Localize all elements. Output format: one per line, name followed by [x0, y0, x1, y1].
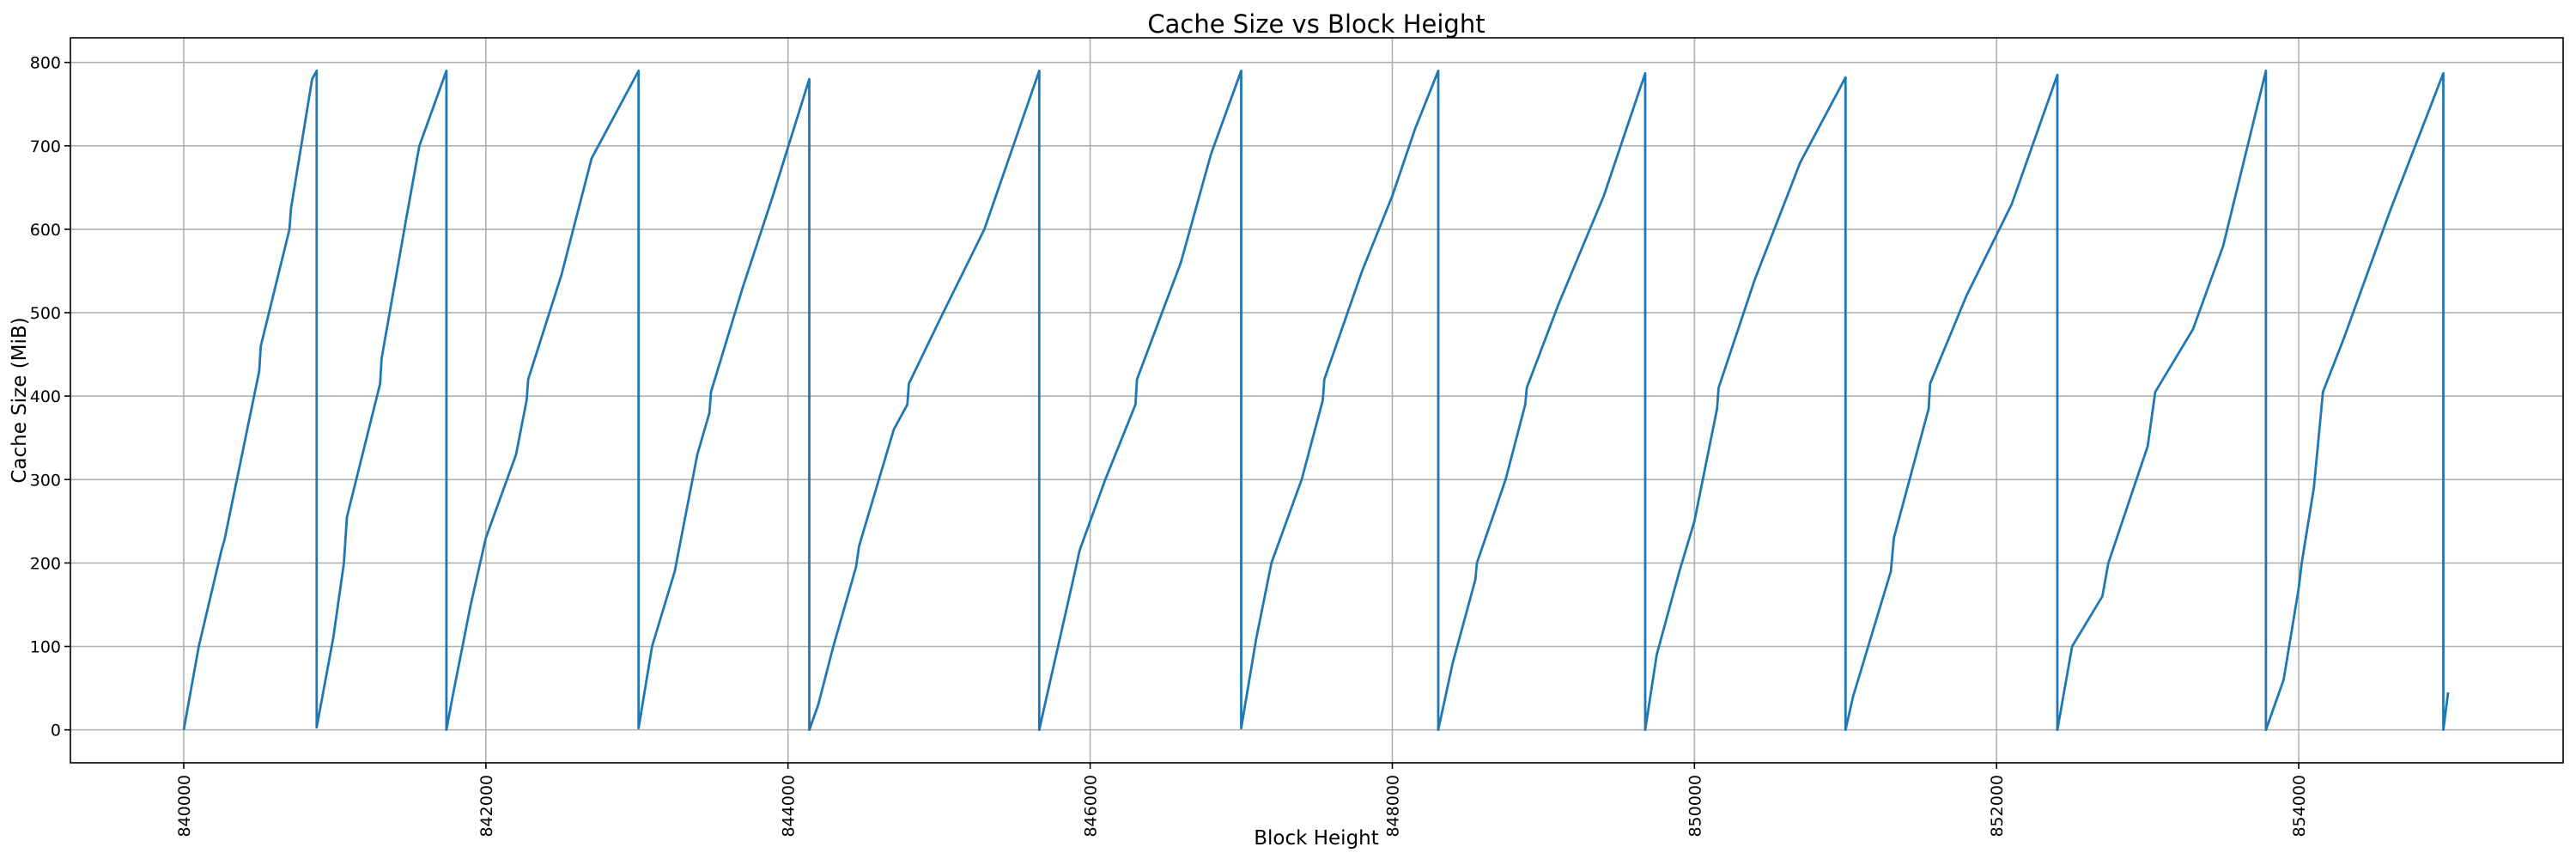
y-axis-label: Cache Size (MiB)	[9, 317, 31, 483]
x-tick-label: 848000	[1383, 775, 1402, 838]
x-tick-label: 846000	[1082, 775, 1101, 838]
x-tick-label: 844000	[780, 775, 799, 838]
y-tick-label: 400	[30, 387, 61, 406]
series-layer	[182, 70, 2450, 731]
x-axis-label: Block Height	[1254, 827, 1379, 850]
x-tick-label: 840000	[175, 775, 194, 838]
y-axis: 0 100 200 300 400 500 600 700 800	[30, 54, 70, 740]
y-tick-label: 300	[30, 471, 61, 490]
grid-lines	[70, 38, 2563, 763]
y-tick-label: 100	[30, 638, 61, 657]
x-tick-label: 850000	[1686, 775, 1704, 838]
x-tick-label: 854000	[2290, 775, 2309, 838]
x-tick-label: 852000	[1988, 775, 2007, 838]
y-tick-label: 800	[30, 54, 61, 73]
y-tick-label: 0	[51, 722, 61, 740]
series-line-cache-size	[182, 70, 2450, 731]
y-tick-label: 200	[30, 554, 61, 573]
x-axis: 840000 842000 844000 846000 848000 850000 8520…	[175, 763, 2309, 838]
x-tick-label: 842000	[477, 775, 496, 838]
y-tick-label: 700	[30, 137, 61, 156]
y-tick-label: 500	[30, 304, 61, 323]
plot-frame	[70, 37, 2564, 764]
y-tick-label: 600	[30, 221, 61, 240]
chart-title: Cache Size vs Block Height	[1147, 9, 1485, 39]
